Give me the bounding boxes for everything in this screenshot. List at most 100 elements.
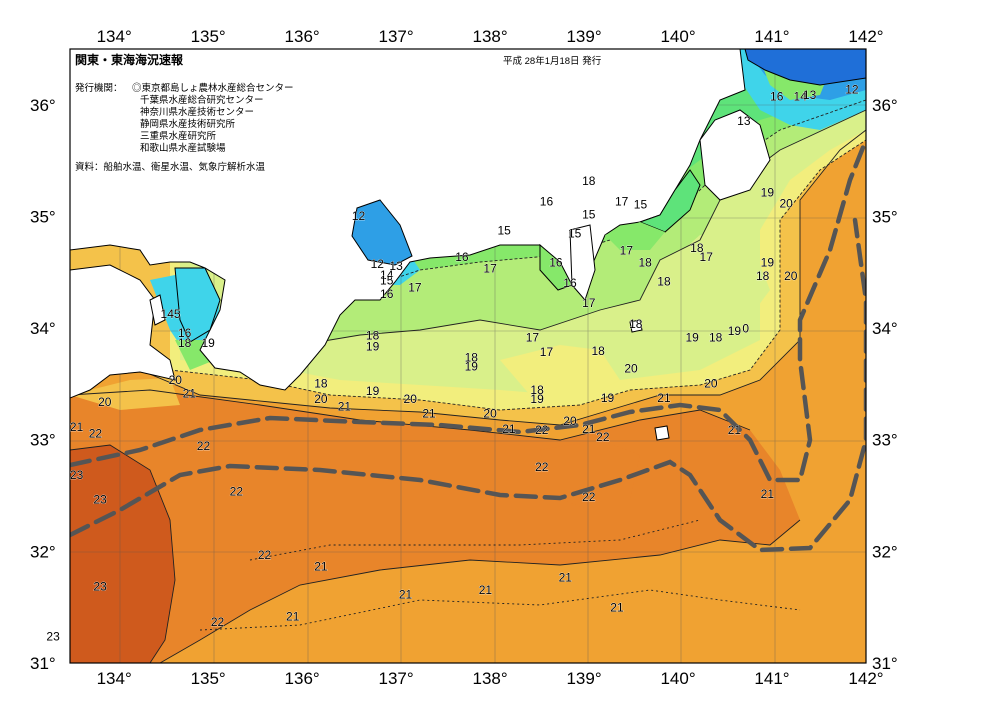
tokyo-bay bbox=[638, 169, 701, 233]
isotherm-label: 21 bbox=[314, 559, 328, 573]
lon-label-bottom: 138° bbox=[472, 669, 507, 688]
lat-label-left: 35° bbox=[30, 207, 56, 226]
isotherm-label: 21 bbox=[559, 571, 573, 585]
lon-label-bottom: 139° bbox=[566, 669, 601, 688]
isotherm-label: 17 bbox=[582, 296, 596, 310]
isotherm-label: 22 bbox=[197, 439, 211, 453]
isotherm-label: 18 bbox=[530, 383, 544, 397]
lat-axis-right: 36° 35° 34° 33° 32° 31° bbox=[872, 96, 898, 673]
isotherm-label: 22 bbox=[258, 548, 272, 562]
isotherm-label: 21 bbox=[761, 487, 775, 501]
sea-22-patch-east bbox=[540, 440, 640, 510]
lat-label-right: 33° bbox=[872, 431, 898, 450]
isotherm-label: 18 bbox=[366, 328, 380, 342]
lon-label-bottom: 135° bbox=[191, 669, 226, 688]
isotherm-label: 19 bbox=[366, 339, 380, 353]
issuer-label: 発行機関： bbox=[75, 82, 123, 94]
isotherm-label: 17 bbox=[526, 330, 540, 344]
kuroshio-axis bbox=[70, 137, 866, 553]
isotherm-label: 18 bbox=[756, 269, 770, 283]
lon-label-top: 140° bbox=[660, 27, 695, 46]
isotherm-label: 17 bbox=[620, 243, 634, 257]
isotherm-label: 12 bbox=[371, 257, 385, 271]
lon-label-bottom: 141° bbox=[754, 669, 789, 688]
temperature-field bbox=[70, 49, 866, 663]
isotherm-label: 20 bbox=[314, 392, 328, 406]
kashima-sea bbox=[744, 49, 866, 86]
isotherm-label: 20 bbox=[483, 406, 497, 420]
isotherm-label: 15 bbox=[634, 198, 648, 212]
sea-23-zone bbox=[70, 445, 175, 663]
isotherm-label: 22 bbox=[535, 423, 549, 437]
isotherm-label: 22 bbox=[596, 430, 610, 444]
isotherm-label: 21 bbox=[610, 601, 624, 615]
issue-date: 平成 28年1月18日 発行 bbox=[503, 55, 602, 67]
lat-label-left: 33° bbox=[30, 431, 56, 450]
isotherm-label: 23 bbox=[70, 468, 84, 482]
isotherm-label: 20 bbox=[404, 392, 418, 406]
suruga-bay bbox=[539, 243, 573, 291]
isotherm-label: 22 bbox=[89, 426, 103, 440]
isotherm-label: 21 bbox=[286, 610, 300, 624]
isotherm-label: 21 bbox=[183, 386, 197, 400]
ise-bay bbox=[351, 199, 413, 266]
lon-label-top: 135° bbox=[191, 27, 226, 46]
isotherm-label: 20 bbox=[563, 414, 577, 428]
isotherm-label: 18 bbox=[657, 275, 671, 289]
isotherm-label: 18 bbox=[591, 344, 605, 358]
isotherm-label: 16 bbox=[455, 250, 469, 264]
isotherm-label: 145 bbox=[161, 307, 181, 321]
isotherm-label: 18 bbox=[178, 336, 192, 350]
isotherm-label: 19 bbox=[728, 324, 742, 338]
sea-18-patch-east bbox=[660, 235, 770, 330]
lat-label-left: 32° bbox=[30, 542, 56, 561]
data-source: 資料：船舶水温、衛星水温、気象庁解析水温 bbox=[75, 161, 266, 173]
isotherm-label: 15 bbox=[380, 274, 394, 288]
isotherm-label: 18 bbox=[314, 376, 328, 390]
lat-label-right: 36° bbox=[872, 96, 898, 115]
isotherm-label: 18 bbox=[465, 351, 479, 365]
isotherm-label: 14 bbox=[380, 268, 394, 282]
lon-label-bottom: 134° bbox=[97, 669, 132, 688]
lat-label-right: 32° bbox=[872, 542, 898, 561]
lat-label-left: 31° bbox=[30, 654, 56, 673]
isotherm-label: 16 bbox=[178, 326, 192, 340]
isotherm-label: 20 bbox=[169, 373, 183, 387]
map-frame bbox=[69, 48, 867, 664]
lon-label-top: 139° bbox=[566, 27, 601, 46]
issuer-5: 三重県水産研究所 bbox=[140, 130, 217, 142]
lon-label-top: 138° bbox=[472, 27, 507, 46]
tosa-bay-20 bbox=[70, 378, 180, 410]
lat-label-left: 34° bbox=[30, 319, 56, 338]
isotherm-label: 18 bbox=[690, 241, 704, 255]
isotherm-label: 21 bbox=[657, 391, 671, 405]
isotherm-label: 17 bbox=[540, 345, 554, 359]
isotherm-label: 12 bbox=[845, 83, 859, 97]
lat-label-right: 31° bbox=[872, 654, 898, 673]
issuer-4: 静岡県水産技術研究所 bbox=[140, 118, 236, 130]
isotherm-label: 19 bbox=[601, 391, 615, 405]
isotherm-label: 17 bbox=[700, 250, 714, 264]
issuer-2: 千葉県水産総合研究センター bbox=[140, 94, 264, 106]
isotherm-label: 19 bbox=[685, 330, 699, 344]
isotherm-label: 15 bbox=[568, 227, 582, 241]
isotherm-label: 19 bbox=[366, 384, 380, 398]
isotherm-label: 20 bbox=[784, 269, 798, 283]
isotherm-label: 0 bbox=[742, 322, 749, 336]
isotherm-label: 15 bbox=[498, 223, 512, 237]
lon-label-bottom: 142° bbox=[848, 669, 883, 688]
lon-axis-bottom: 134° 135° 136° 137° 138° 139° 140° 141° 142° bbox=[97, 669, 884, 688]
isotherm-label: 22 bbox=[211, 615, 225, 629]
isotherm-label: 22 bbox=[582, 490, 596, 504]
isotherm-label: 20 bbox=[704, 376, 718, 390]
header-panel bbox=[71, 50, 381, 174]
lon-axis-top: 134° 135° 136° 137° 138° 139° 140° 141° 142° bbox=[97, 27, 884, 46]
lon-label-top: 137° bbox=[379, 27, 414, 46]
isotherm-label: 20 bbox=[624, 362, 638, 376]
isotherm-label: 16 bbox=[770, 89, 784, 103]
isotherm-label: 17 bbox=[408, 280, 422, 294]
sagami-bay bbox=[605, 222, 665, 250]
isotherm-label: 21 bbox=[338, 400, 352, 414]
isotherm-label: 16 bbox=[549, 256, 563, 270]
